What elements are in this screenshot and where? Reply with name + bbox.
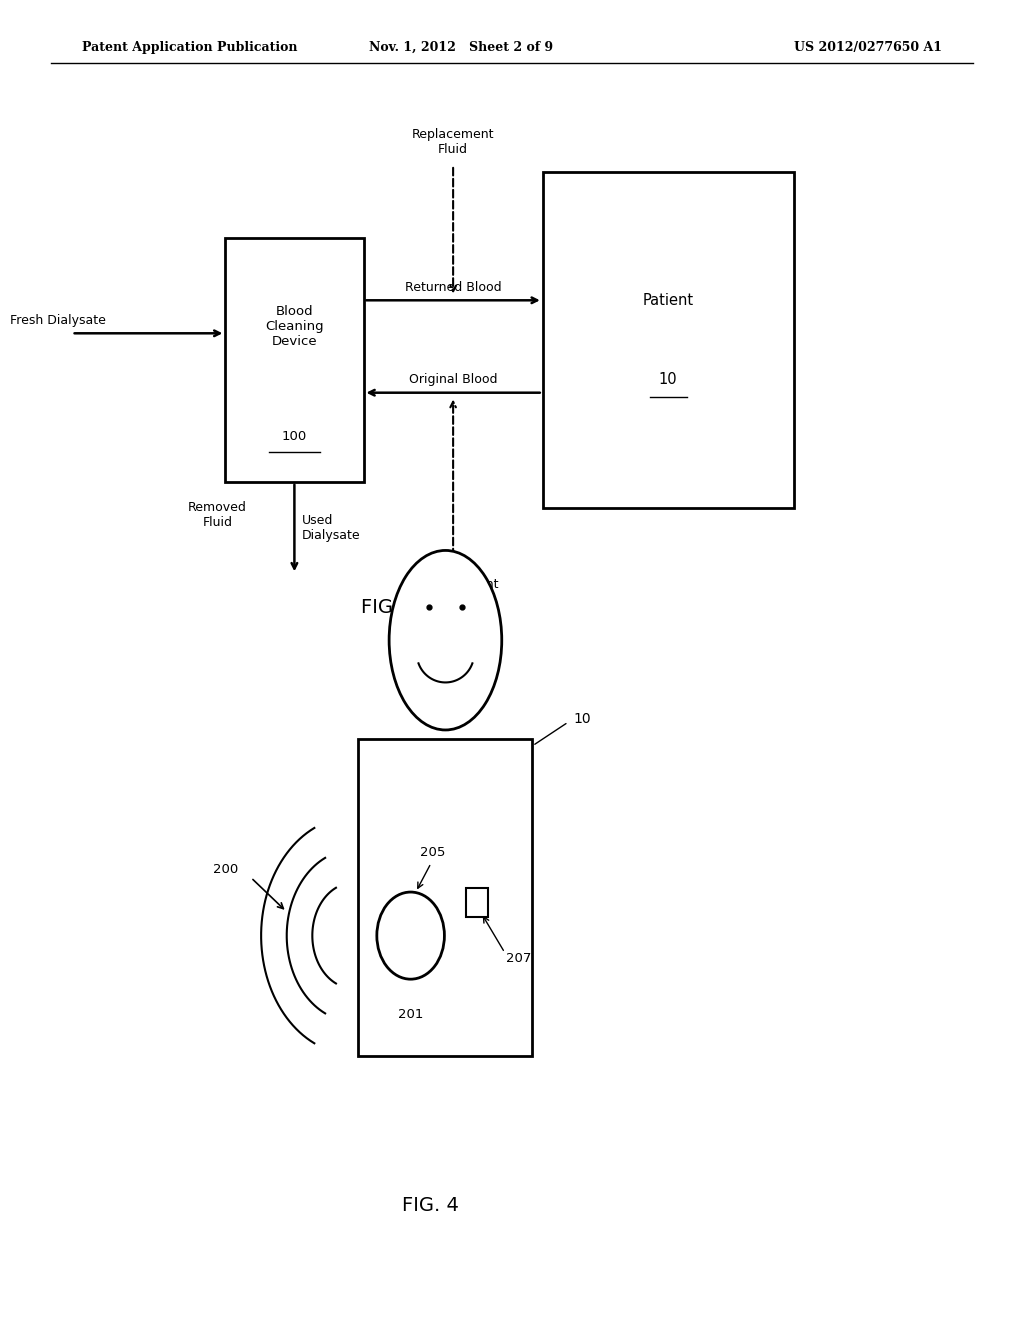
Text: 10: 10 [658,372,678,387]
FancyBboxPatch shape [466,888,488,917]
Text: Blood
Cleaning
Device: Blood Cleaning Device [265,305,324,348]
Text: Replacement
Fluid: Replacement Fluid [417,578,500,606]
Text: FIG. 4: FIG. 4 [401,1196,459,1214]
Text: 10: 10 [573,713,591,726]
Text: Removed
Fluid: Removed Fluid [188,500,247,529]
Text: Patent Application Publication: Patent Application Publication [82,41,297,54]
Text: Used
Dialysate: Used Dialysate [301,513,360,543]
FancyBboxPatch shape [358,739,532,1056]
Text: Returned Blood: Returned Blood [404,281,502,293]
Text: US 2012/0277650 A1: US 2012/0277650 A1 [794,41,942,54]
Text: Replacement
Fluid: Replacement Fluid [412,128,495,156]
Text: 205: 205 [421,846,445,859]
FancyBboxPatch shape [543,172,794,508]
Text: Fresh Dialysate: Fresh Dialysate [10,314,106,326]
Text: 201: 201 [398,1008,423,1022]
Ellipse shape [389,550,502,730]
Text: Patient: Patient [643,293,693,308]
Text: 200: 200 [213,863,238,876]
Text: Original Blood: Original Blood [409,374,498,385]
Text: 207: 207 [506,952,531,965]
Circle shape [377,892,444,979]
Text: 100: 100 [282,430,307,442]
FancyBboxPatch shape [225,238,364,482]
Text: FIG. 3: FIG. 3 [360,598,418,616]
Text: Nov. 1, 2012   Sheet 2 of 9: Nov. 1, 2012 Sheet 2 of 9 [369,41,553,54]
